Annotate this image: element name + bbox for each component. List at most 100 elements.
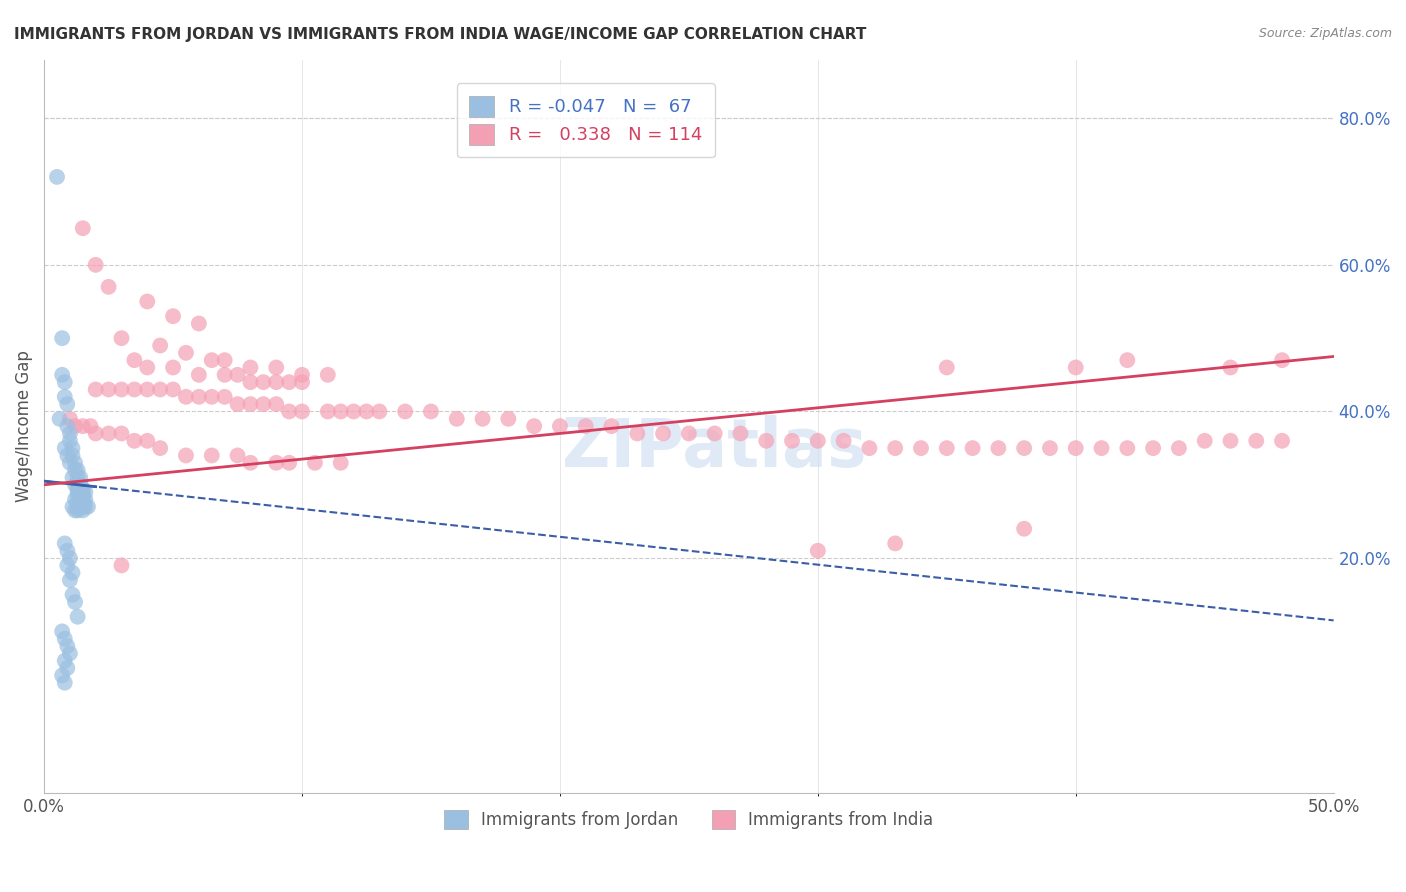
Point (59, 646, 82, 660)
Point (187, 317, 209, 331)
Point (69, 470, 91, 484)
Point (780, 434, 803, 448)
Point (214, 353, 236, 368)
Point (75, 492, 97, 507)
Point (110, 331, 132, 345)
Point (53, 632, 76, 646)
Point (110, 426, 132, 441)
Point (62, 441, 84, 455)
Point (51, 624, 73, 639)
Point (368, 404, 391, 418)
Point (72, 500, 94, 514)
Point (1219, 360, 1241, 375)
Point (1064, 360, 1087, 375)
Point (63, 463, 86, 477)
Point (678, 426, 700, 441)
Point (56, 397, 79, 411)
Point (97, 383, 120, 397)
Point (63, 492, 86, 507)
Point (84, 383, 107, 397)
Point (264, 375, 287, 389)
Point (63, 477, 86, 491)
Point (110, 558, 132, 573)
Point (420, 404, 443, 418)
Point (66, 489, 89, 503)
Point (59, 434, 82, 448)
Point (66, 503, 89, 517)
Point (1039, 441, 1062, 455)
Point (264, 456, 287, 470)
Point (239, 360, 262, 375)
Point (56, 449, 79, 463)
Point (51, 331, 73, 345)
Point (1194, 434, 1216, 448)
Point (72, 489, 94, 503)
Point (53, 654, 76, 668)
Point (278, 404, 301, 418)
Point (66, 477, 89, 491)
Point (53, 441, 76, 455)
Point (59, 573, 82, 587)
Point (174, 449, 197, 463)
Point (239, 375, 262, 389)
Point (291, 404, 314, 418)
Point (1142, 441, 1164, 455)
Point (858, 441, 880, 455)
Point (807, 543, 830, 558)
Point (66, 496, 89, 510)
Text: IMMIGRANTS FROM JORDAN VS IMMIGRANTS FROM INDIA WAGE/INCOME GAP CORRELATION CHAR: IMMIGRANTS FROM JORDAN VS IMMIGRANTS FRO… (14, 27, 866, 42)
Point (110, 383, 132, 397)
Point (935, 360, 957, 375)
Point (935, 441, 957, 455)
Point (56, 558, 79, 573)
Point (149, 338, 172, 352)
Point (136, 383, 159, 397)
Point (53, 375, 76, 389)
Point (72, 492, 94, 507)
Point (1167, 441, 1189, 455)
Point (226, 449, 249, 463)
Point (187, 390, 209, 404)
Point (63, 419, 86, 434)
Point (59, 412, 82, 426)
Point (264, 360, 287, 375)
Point (53, 390, 76, 404)
Legend: Immigrants from Jordan, Immigrants from India: Immigrants from Jordan, Immigrants from … (437, 803, 941, 836)
Point (69, 485, 91, 500)
Point (63, 456, 86, 470)
Point (72, 496, 94, 510)
Point (523, 419, 546, 434)
Point (548, 419, 571, 434)
Point (72, 482, 94, 496)
Point (63, 595, 86, 609)
Point (226, 397, 249, 411)
Point (239, 456, 262, 470)
Point (316, 368, 339, 382)
Point (69, 492, 91, 507)
Point (755, 434, 778, 448)
Point (278, 375, 301, 389)
Point (59, 456, 82, 470)
Point (56, 661, 79, 675)
Point (329, 456, 352, 470)
Point (77, 500, 100, 514)
Point (46, 169, 69, 184)
Point (53, 536, 76, 550)
Point (136, 360, 159, 375)
Point (201, 449, 224, 463)
Point (62, 449, 84, 463)
Point (56, 543, 79, 558)
Point (53, 675, 76, 690)
Point (97, 280, 120, 294)
Point (136, 434, 159, 448)
Point (471, 412, 494, 426)
Point (252, 397, 274, 411)
Point (1246, 434, 1268, 448)
Point (1271, 353, 1294, 368)
Point (987, 441, 1010, 455)
Text: ZIPatlas: ZIPatlas (562, 415, 868, 481)
Point (75, 500, 97, 514)
Point (703, 426, 725, 441)
Point (75, 485, 97, 500)
Point (291, 368, 314, 382)
